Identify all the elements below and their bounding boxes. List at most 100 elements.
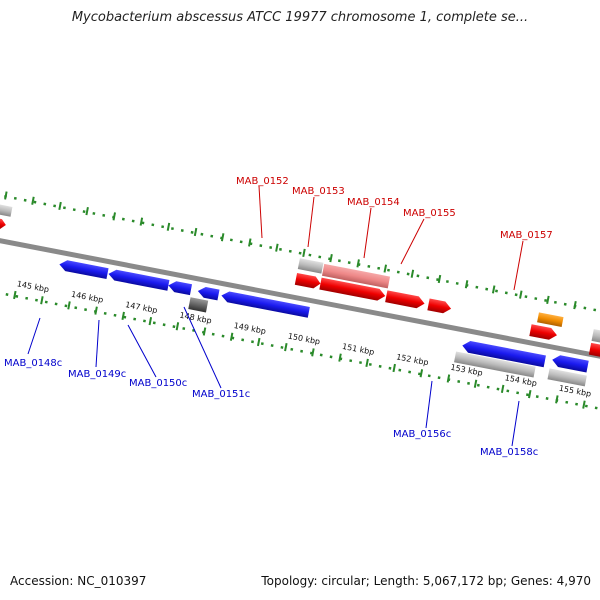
scale-tick-label: 147 kbp — [125, 300, 159, 315]
gene-0153-highlight[interactable] — [321, 263, 391, 289]
label-MAB_0158c[interactable]: MAB_0158c — [480, 447, 538, 458]
gc-tick-upper — [193, 227, 198, 237]
gc-tick-upper — [491, 285, 496, 294]
gc-tick-upper — [437, 274, 442, 284]
gc-tick-lower — [175, 322, 180, 331]
scale-tick-label: 145 kbp — [16, 279, 50, 294]
gc-tick-upper — [329, 254, 333, 263]
gc-tick-lower — [446, 374, 451, 383]
gene-0152-pseudo[interactable] — [297, 258, 324, 274]
leader-0152 — [258, 185, 263, 239]
gc-tick-upper — [410, 269, 415, 278]
gc-tick-lower — [311, 348, 315, 357]
gene-0150c-pseudo[interactable] — [188, 297, 209, 313]
gene-0156c-arrow[interactable] — [461, 340, 546, 368]
label-MAB_0148c[interactable]: MAB_0148c — [4, 358, 62, 369]
gc-tick-lower — [40, 296, 44, 305]
leader-0151c — [183, 306, 222, 389]
label-MAB_0151c[interactable]: MAB_0151c — [192, 389, 250, 400]
leader-0150c — [127, 324, 157, 378]
scale-tick-label: 150 kbp — [287, 331, 321, 346]
scale-tick-label: 146 kbp — [70, 290, 104, 305]
gc-tick-lower — [284, 343, 288, 352]
label-MAB_0153[interactable]: MAB_0153 — [292, 186, 345, 197]
gene-0158c-pseudo[interactable] — [547, 368, 587, 387]
accession-text: Accession: NC_010397 — [10, 574, 147, 588]
gene-0158c-arrow[interactable] — [551, 354, 589, 373]
gene-0151c-arrow[interactable] — [220, 290, 310, 318]
gene-0154-arrow[interactable] — [385, 290, 426, 309]
label-MAB_0155[interactable]: MAB_0155 — [403, 208, 456, 219]
gc-tick-upper — [464, 280, 469, 289]
gc-tick-lower — [338, 353, 342, 362]
scale-tick-label: 155 kbp — [558, 384, 592, 399]
scale-tick-label: 152 kbp — [396, 352, 430, 367]
label-MAB_0150c[interactable]: MAB_0150c — [129, 378, 187, 389]
gene-right-red[interactable] — [588, 342, 600, 365]
label-MAB_0152[interactable]: MAB_0152 — [236, 176, 289, 187]
gene-0157-rna[interactable] — [537, 312, 564, 327]
gc-tick-lower — [13, 290, 17, 300]
gene-0153-arrow[interactable] — [319, 277, 386, 302]
gene-partial-left-red[interactable] — [0, 216, 7, 230]
gc-tick-upper — [166, 222, 171, 231]
gc-tick-upper — [248, 238, 252, 247]
gene-0150c-arrow[interactable] — [197, 286, 220, 301]
gc-tick-upper — [4, 191, 8, 200]
gc-tick-upper — [220, 233, 225, 242]
gene-0155-arrow[interactable] — [427, 298, 452, 314]
gc-tick-lower — [67, 301, 71, 310]
gc-tick-lower — [256, 337, 261, 347]
gc-tick-lower — [473, 379, 478, 388]
gc-tick-upper — [356, 259, 360, 268]
gc-tick-lower — [229, 332, 234, 341]
scale-tick-label: 148 kbp — [179, 311, 213, 326]
label-MAB_0149c[interactable]: MAB_0149c — [68, 369, 126, 380]
leader-0156c — [425, 380, 433, 429]
gc-content-lower — [0, 279, 600, 419]
gc-tick-upper — [139, 217, 144, 226]
gc-tick-upper — [275, 243, 279, 252]
gc-tick-lower — [121, 311, 125, 320]
gc-tick-upper — [383, 264, 388, 273]
gc-tick-upper — [573, 300, 577, 310]
gc-tick-lower — [419, 369, 424, 378]
leader-0158c — [511, 400, 520, 447]
gc-tick-upper — [31, 196, 35, 205]
gc-tick-lower — [365, 358, 369, 367]
genome-summary-text: Topology: circular; Length: 5,067,172 bp… — [261, 574, 591, 588]
gc-tick-lower — [528, 390, 532, 399]
gene-0148c-arrow-a[interactable] — [58, 259, 109, 280]
label-MAB_0154[interactable]: MAB_0154 — [347, 197, 400, 208]
leader-0153 — [307, 196, 315, 248]
gene-0157-arrow[interactable] — [529, 324, 558, 341]
gc-tick-lower — [582, 400, 586, 409]
leader-0155 — [400, 218, 425, 265]
gene-0156c-pseudo[interactable] — [454, 351, 536, 378]
gene-0149c-arrow[interactable] — [167, 280, 193, 296]
map-title: Mycobacterium abscessus ATCC 19977 chrom… — [71, 10, 529, 25]
gc-content-upper — [0, 185, 600, 325]
forward-gene-labels: MAB_0152 MAB_0153 MAB_0154 MAB_0155 MAB_… — [236, 176, 553, 291]
leader-0148c — [27, 317, 41, 355]
leader-0154 — [363, 207, 372, 259]
gene-0152-arrow[interactable] — [294, 272, 322, 290]
gc-tick-upper — [58, 201, 62, 211]
gene-partial-left-gray[interactable] — [0, 203, 13, 217]
gc-tick-lower — [392, 363, 396, 373]
gc-tick-lower — [500, 384, 505, 394]
reverse-gene-labels: MAB_0148c MAB_0149c MAB_0150c MAB_0151c … — [4, 306, 538, 458]
label-MAB_0157[interactable]: MAB_0157 — [500, 230, 553, 241]
leader-0149c — [95, 319, 100, 368]
gc-tick-lower — [555, 395, 559, 404]
leader-0157 — [513, 240, 524, 291]
gene-0148c-arrow-b[interactable] — [107, 268, 170, 291]
gc-tick-upper — [85, 207, 89, 216]
label-MAB_0156c[interactable]: MAB_0156c — [393, 429, 451, 440]
gc-tick-lower — [148, 316, 153, 326]
gc-tick-lower — [202, 327, 207, 336]
gc-tick-lower — [94, 306, 98, 315]
chromosome-backbone — [0, 227, 600, 370]
gc-tick-upper — [519, 290, 523, 299]
